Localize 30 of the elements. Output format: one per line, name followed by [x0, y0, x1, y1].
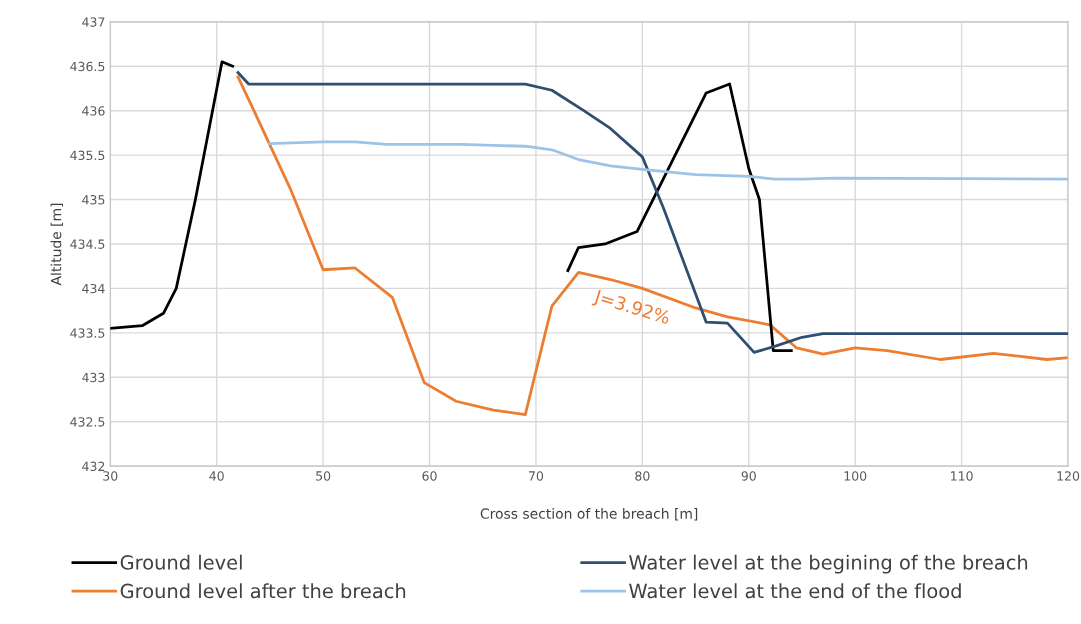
line-series	[236, 71, 1069, 354]
x-tick-label: 120	[1057, 471, 1080, 481]
x-tick-label: 110	[951, 471, 973, 481]
x-tick-label: 30	[103, 471, 118, 481]
x-tick-label: 40	[209, 471, 224, 481]
y-tick-label: 434.5	[70, 239, 105, 249]
y-tick-label: 436.5	[70, 61, 105, 72]
legend-label: Ground level	[120, 554, 242, 570]
y-tick-label: 435	[82, 195, 105, 205]
y-tick-label: 435.5	[70, 150, 105, 161]
line-series	[236, 75, 1069, 416]
line-series	[268, 140, 1069, 181]
x-tick-label: 100	[844, 471, 867, 481]
x-tick-label: 50	[316, 471, 331, 481]
x-tick-label: 80	[635, 471, 650, 481]
x-axis-title: Cross section of the breach [m]	[480, 508, 698, 521]
y-tick-label: 433.5	[70, 328, 105, 338]
legend-label: Ground level after the breach	[120, 583, 406, 599]
legend-label: Water level at the end of the flood	[629, 583, 961, 599]
legend-label: Water level at the begining of the breach	[629, 554, 1028, 574]
y-tick-label: 433	[82, 372, 105, 383]
y-tick-label: 436	[82, 106, 105, 116]
x-tick-label: 90	[741, 471, 756, 481]
y-tick-label: 432.5	[70, 417, 105, 427]
x-tick-label: 60	[422, 471, 437, 481]
y-tick-label: 437	[82, 17, 105, 27]
x-tick-label: 70	[529, 471, 544, 481]
y-tick-label: 432	[82, 461, 105, 472]
y-axis-title: Altitude [m]	[50, 203, 63, 286]
y-tick-label: 434	[82, 283, 105, 294]
